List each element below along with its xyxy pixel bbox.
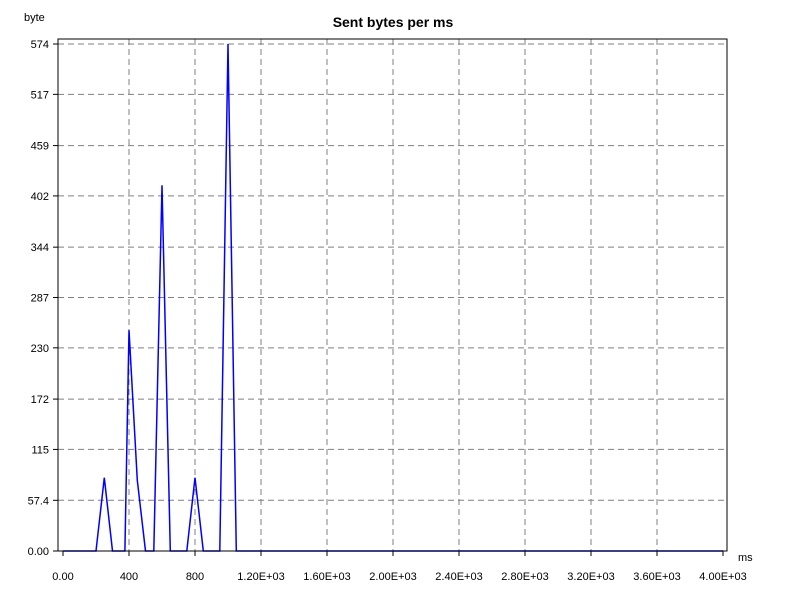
y-tick-label: 574	[31, 39, 49, 51]
x-tick-label: 3.60E+03	[633, 571, 680, 583]
x-tick-label: 1.20E+03	[237, 571, 284, 583]
y-tick-label: 230	[31, 343, 49, 355]
y-tick-label: 517	[31, 89, 49, 101]
x-tick-label: 800	[186, 571, 204, 583]
x-tick-label: 0.00	[52, 571, 73, 583]
axis-ticks: 0.00 57.4 115 172 230 287 344 402 459 517 574 0.00 4…	[28, 39, 747, 583]
x-tick-label: 400	[120, 571, 138, 583]
x-tick-label: 2.40E+03	[435, 571, 482, 583]
plot-border	[57, 38, 728, 552]
x-tick-label: 4.00E+03	[699, 571, 746, 583]
y-tick-label: 115	[31, 444, 49, 456]
x-tick-label: 1.60E+03	[303, 571, 350, 583]
x-tick-label: 2.80E+03	[501, 571, 548, 583]
y-tick-label: 344	[31, 242, 49, 254]
chart-title: Sent bytes per ms	[333, 14, 454, 30]
x-axis-label: ms	[738, 552, 753, 564]
y-tick-label: 459	[31, 141, 49, 153]
y-tick-label: 57.4	[28, 495, 49, 507]
x-tick-label: 3.20E+03	[567, 571, 614, 583]
y-axis-label: byte	[24, 12, 45, 24]
y-tick-label: 0.00	[28, 546, 49, 558]
y-tick-label: 402	[31, 191, 49, 203]
y-tick-label: 172	[31, 394, 49, 406]
y-tick-label: 287	[31, 293, 49, 305]
x-tick-label: 2.00E+03	[369, 571, 416, 583]
